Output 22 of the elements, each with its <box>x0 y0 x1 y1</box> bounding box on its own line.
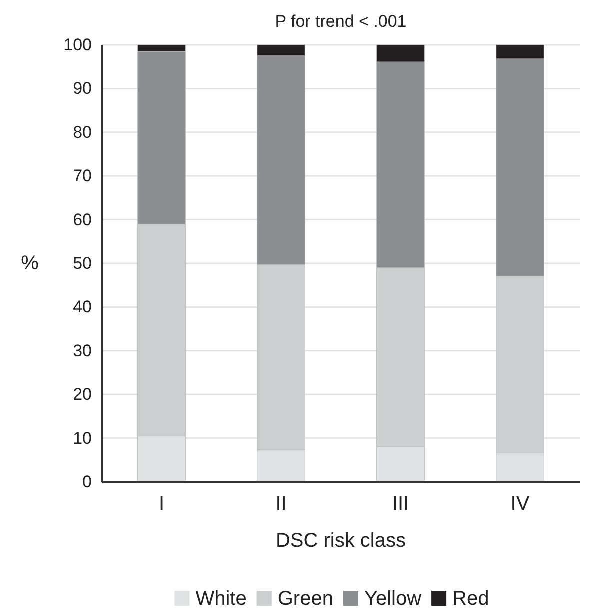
y-tick-label: 80 <box>73 122 92 142</box>
legend-label: Green <box>278 588 334 610</box>
y-tick-label: 40 <box>73 298 92 317</box>
x-tick-label: I <box>158 493 165 516</box>
y-tick-label: 90 <box>73 79 92 98</box>
y-tick-label: 30 <box>73 341 92 360</box>
y-tick-label: 60 <box>73 210 92 230</box>
x-tick-label: II <box>276 493 287 516</box>
y-axis-title: % <box>21 252 40 274</box>
legend-label: Red <box>452 588 490 610</box>
y-tick-label: 10 <box>73 428 92 448</box>
y-tick-label: 70 <box>73 166 92 186</box>
chart-title: P for trend < .001 <box>275 12 407 31</box>
legend-label: Yellow <box>364 588 422 610</box>
y-tick-label: 100 <box>64 35 92 54</box>
y-tick-label: 20 <box>73 385 92 404</box>
x-tick-label: IV <box>510 493 530 516</box>
x-axis-title: DSC risk class <box>276 530 406 552</box>
legend-label: White <box>196 588 247 610</box>
y-tick-label: 0 <box>82 472 92 492</box>
x-tick-label: III <box>392 493 410 516</box>
y-tick-label: 50 <box>73 254 92 273</box>
